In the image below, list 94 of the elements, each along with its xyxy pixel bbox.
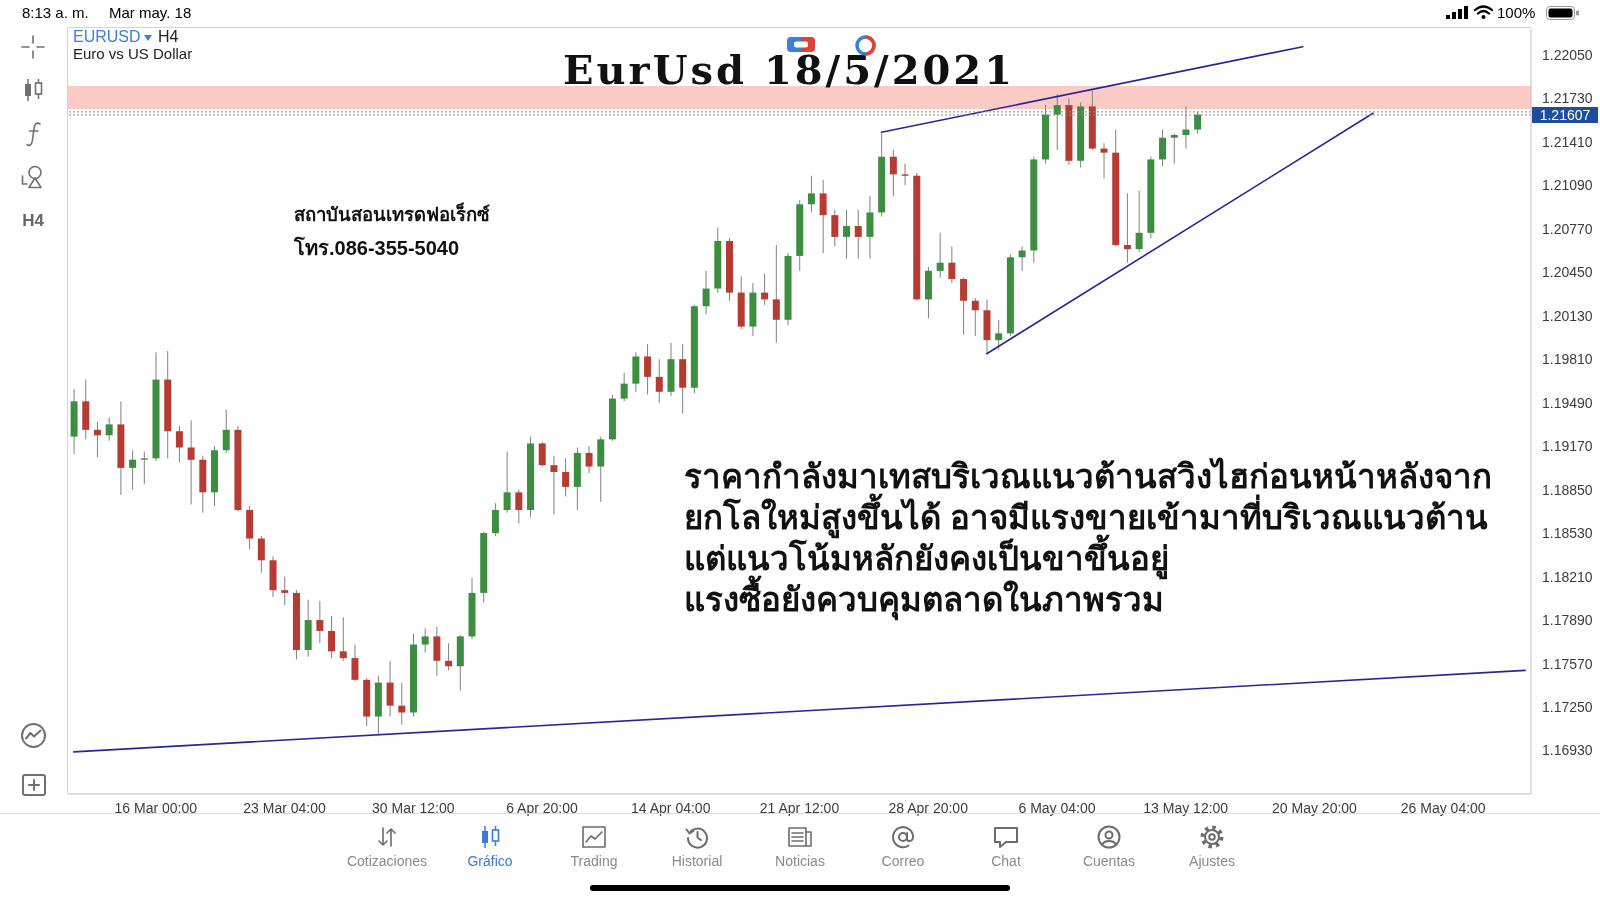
x-tick-label: 26 May 04:00: [1400, 799, 1486, 816]
text: Cotizaciones: [346, 853, 428, 869]
text: Trading: [570, 853, 618, 869]
candlestick: [503, 451, 511, 514]
candlestick: [187, 419, 195, 506]
candlestick: [328, 615, 336, 659]
x-tick-label: 16 Mar 00:00: [114, 799, 198, 816]
y-tick-label: 1.18530: [1542, 525, 1593, 542]
x-tick-label: 28 Apr 20:00: [888, 799, 969, 816]
x-tick-label: 6 May 04:00: [1018, 799, 1096, 816]
candlestick: [1159, 129, 1167, 167]
text: Cuentas: [1082, 853, 1136, 869]
candlestick: [562, 457, 570, 497]
candlestick: [772, 244, 780, 344]
candlestick: [351, 644, 359, 682]
y-tick-label: 1.17890: [1542, 612, 1593, 629]
annotation: EURUSD: [73, 28, 141, 45]
candlestick: [421, 627, 429, 654]
y-tick-label: 1.21730: [1542, 90, 1593, 107]
candlestick: [140, 451, 148, 485]
candlestick: [971, 297, 979, 337]
candlestick: [515, 489, 523, 525]
candlestick: [339, 616, 347, 662]
x-tick-label: 13 May 12:00: [1143, 799, 1229, 816]
y-tick-label: 1.21410: [1542, 133, 1593, 150]
annotation: โทร.086-355-5040: [294, 237, 460, 259]
candlestick: [257, 535, 265, 574]
x-tick-label: 6 Apr 20:00: [506, 799, 579, 816]
candlestick: [807, 175, 815, 213]
candlestick: [93, 421, 101, 458]
candlestick: [889, 149, 897, 197]
y-tick-label: 1.16930: [1542, 742, 1593, 759]
y-tick-label: 1.17250: [1542, 699, 1593, 716]
y-tick-label: 1.20770: [1542, 220, 1593, 237]
candlestick: [386, 660, 394, 718]
x-tick-label: 30 Mar 12:00: [372, 799, 455, 816]
candlestick: [1135, 190, 1143, 253]
text: Chat: [991, 853, 1021, 869]
candlestick: [222, 408, 230, 454]
ref-line-label: 1.21607: [1539, 106, 1591, 123]
candlestick: [550, 455, 558, 515]
candlestick: [1018, 245, 1026, 272]
candlestick: [585, 445, 593, 474]
candlestick: [995, 319, 1003, 351]
text: Gráfico: [467, 853, 513, 869]
candlestick: [702, 270, 710, 315]
y-tick-label: 1.20130: [1542, 307, 1593, 324]
candlestick: [1170, 133, 1178, 165]
candlestick: [644, 343, 652, 396]
x-tick-label: 21 Apr 12:00: [759, 799, 840, 816]
text: EurUsd 18/5/2021: [563, 46, 1015, 93]
y-tick-label: 1.20450: [1542, 264, 1593, 281]
y-tick-label: 1.19170: [1542, 438, 1593, 455]
text: 8:13 a. m.: [22, 3, 89, 21]
annotation: H4: [158, 28, 179, 45]
x-tick-label: 23 Mar 04:00: [243, 799, 326, 816]
candlestick: [960, 277, 968, 336]
y-tick-label: 1.19810: [1542, 351, 1593, 368]
candlestick: [105, 417, 113, 442]
candlestick: [175, 425, 183, 463]
text: Correo: [881, 853, 925, 869]
candlestick: [445, 642, 453, 671]
y-tick-label: 1.19490: [1542, 394, 1593, 411]
candlestick: [948, 245, 956, 284]
candlestick: [854, 209, 862, 260]
candlestick: [316, 600, 324, 644]
text: 100%: [1497, 3, 1536, 21]
candlestick: [129, 449, 137, 491]
candlestick: [1100, 142, 1108, 179]
text: H4: [22, 210, 44, 230]
candlestick: [620, 372, 628, 402]
text: Historial: [671, 853, 723, 869]
y-tick-label: 1.18850: [1542, 481, 1593, 498]
text: Ajustes: [1189, 853, 1235, 869]
y-tick-label: 1.21090: [1542, 177, 1593, 194]
text: Noticias: [775, 853, 825, 869]
candlestick: [901, 163, 909, 186]
candlestick: [491, 502, 499, 537]
text: Mar may. 18: [109, 3, 192, 21]
candlestick: [281, 576, 289, 606]
x-tick-label: 20 May 20:00: [1272, 799, 1358, 816]
candlestick: [538, 441, 546, 468]
text: Euro vs US Dollar: [73, 44, 193, 62]
y-tick-label: 1.22050: [1542, 46, 1593, 63]
candlestick: [655, 358, 663, 404]
candlestick: [843, 209, 851, 260]
candlestick: [1123, 192, 1131, 264]
y-tick-label: 1.18210: [1542, 568, 1593, 585]
candlestick: [936, 232, 944, 279]
x-tick-label: 14 Apr 04:00: [631, 799, 711, 816]
annotation: สถาบันสอนเทรดฟอเร็กซ์: [294, 203, 490, 225]
candlestick: [819, 179, 827, 254]
y-tick-label: 1.17570: [1542, 655, 1593, 672]
candlestick: [831, 209, 839, 247]
